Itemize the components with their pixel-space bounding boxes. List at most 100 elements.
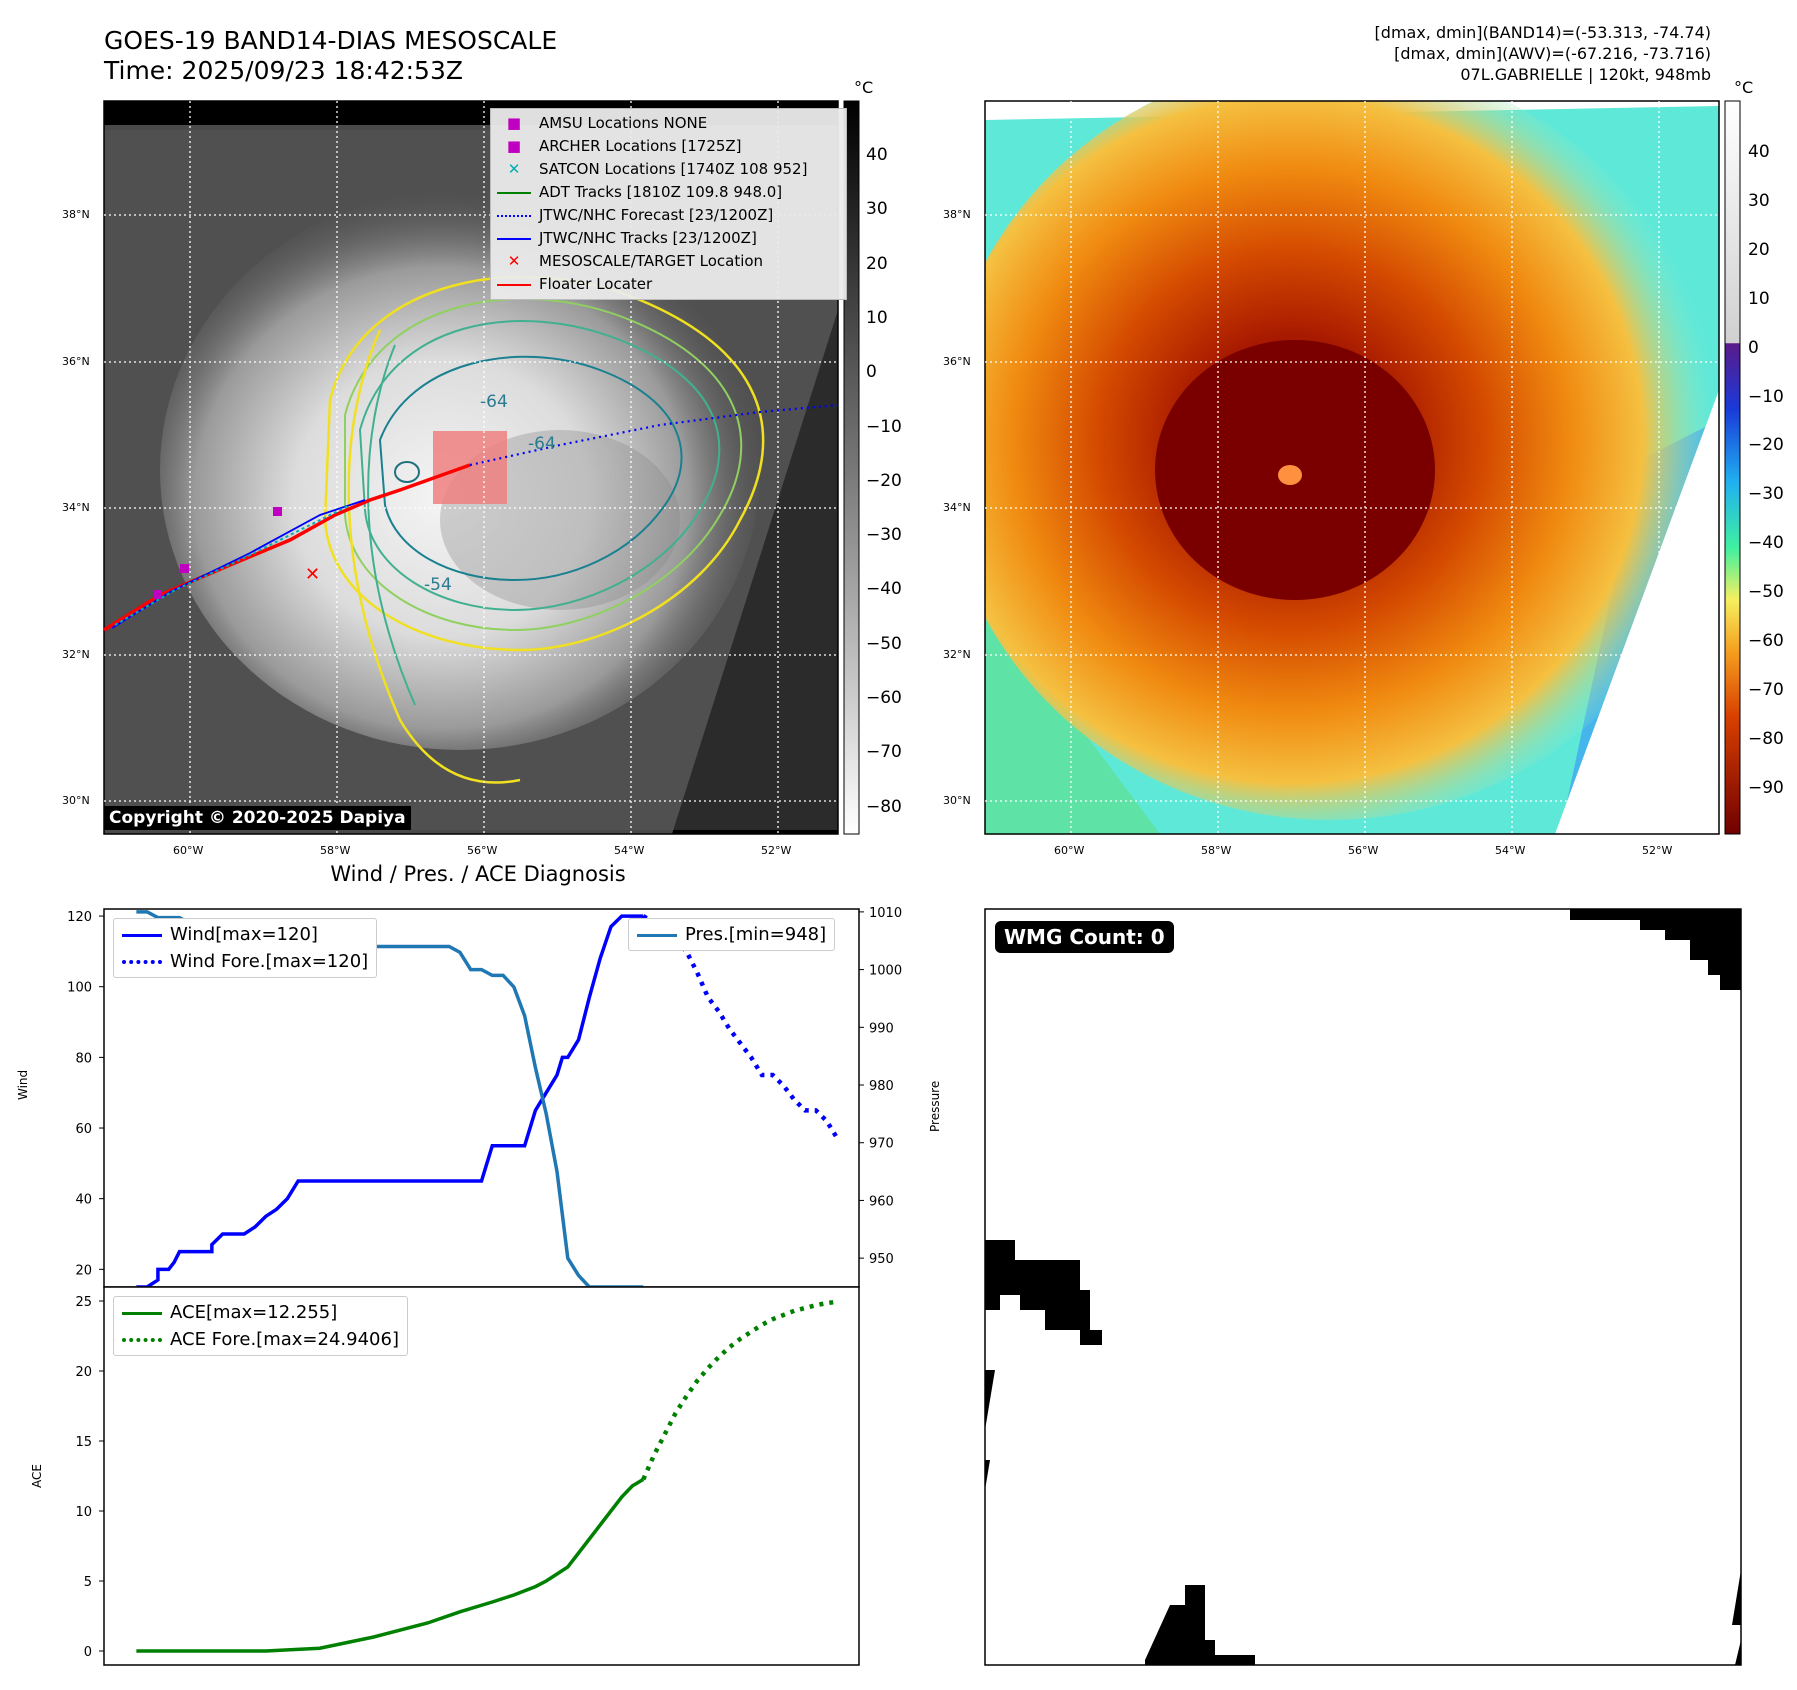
right-gridlines (985, 101, 1719, 834)
left-colorbar-tick: −10 (866, 416, 902, 437)
ace-legend: ACE[max=12.255] ACE Fore.[max=24.9406] (113, 1296, 408, 1356)
legend-symbol: ■ (506, 114, 522, 132)
right-lat-label: 32°N (943, 648, 971, 661)
left-lat-label: 30°N (62, 794, 90, 807)
right-colorbar-tick: 0 (1748, 337, 1759, 358)
wv-image (985, 101, 1719, 834)
legend-entry: ■ AMSU Locations NONE (497, 112, 840, 135)
wind-fore-legend-label: Wind Fore.[max=120] (170, 951, 369, 972)
y-tick-label: 15 (75, 1435, 92, 1450)
legend-label: JTWC/NHC Forecast [23/1200Z] (539, 206, 774, 224)
y-tick-label: 0 (84, 1645, 92, 1660)
ace-plot: 0 5 10 15 20 25 (75, 1295, 838, 1660)
y-tick-label: 120 (67, 910, 92, 925)
left-colorbar-unit: °C (854, 78, 874, 97)
right-colorbar-tick: 40 (1748, 142, 1770, 162)
ace-ylabel: ACE (30, 1464, 44, 1488)
right-lat-label: 38°N (943, 208, 971, 221)
left-lat-label: 38°N (62, 208, 90, 221)
legend-symbol: ✕ (507, 252, 521, 270)
legend-symbol: ■ (506, 137, 522, 155)
legend-entry: ■ ARCHER Locations [1725Z] (497, 135, 840, 158)
y2-tick-label: 1010 (869, 906, 902, 921)
wmg-count-badge: WMG Count: 0 (995, 921, 1174, 953)
right-colorbar-tick: −80 (1748, 728, 1784, 749)
y-tick-label: 60 (75, 1122, 92, 1137)
right-colorbar (1724, 100, 1741, 835)
left-colorbar-tick: −40 (866, 579, 902, 600)
wmg-blobs (985, 909, 1741, 1665)
right-lon-label: 52°W (1642, 844, 1673, 857)
legend-label: ADT Tracks [1810Z 109.8 948.0] (539, 183, 783, 201)
left-colorbar-tick: 20 (866, 253, 888, 274)
left-lat-label: 32°N (62, 648, 90, 661)
info-awv: [dmax, dmin](AWV)=(-67.216, -73.716) (1394, 44, 1711, 63)
pressure-ylabel: Pressure (928, 1080, 942, 1132)
y-tick-label: 20 (75, 1263, 92, 1278)
right-colorbar-tick: −50 (1748, 582, 1784, 603)
series-line (641, 1299, 838, 1481)
series-line (136, 1477, 645, 1653)
left-colorbar-tick: 10 (866, 307, 888, 328)
info-band14: [dmax, dmin](BAND14)=(-53.313, -74.74) (1374, 23, 1711, 42)
y-tick-label: 10 (75, 1505, 92, 1520)
left-lat-label: 36°N (62, 355, 90, 368)
legend-entry: ✕ MESOSCALE/TARGET Location (497, 250, 840, 273)
wind-pres-plot: 20 40 60 80 100 120 950 960 970 980 990 1000 1010 (67, 906, 902, 1289)
legend-label: Floater Locater (539, 275, 653, 293)
pres-legend: Pres.[min=948] (628, 918, 836, 951)
right-lat-label: 36°N (943, 355, 971, 368)
legend-symbol: ✕ (507, 160, 521, 178)
legend-label: AMSU Locations NONE (539, 114, 708, 132)
legend-label: ARCHER Locations [1725Z] (539, 137, 742, 155)
y-tick-label: 5 (84, 1575, 92, 1590)
right-colorbar-unit: °C (1734, 78, 1754, 97)
figure-title: GOES-19 BAND14-DIAS MESOSCALE (104, 26, 558, 55)
right-colorbar-tick: −30 (1748, 484, 1784, 505)
right-colorbar-tick: 30 (1748, 190, 1770, 211)
left-colorbar-tick: 0 (866, 362, 877, 383)
right-lon-label: 54°W (1495, 844, 1526, 857)
diagnosis-title: Wind / Pres. / ACE Diagnosis (330, 862, 626, 886)
legend-symbol (497, 237, 531, 240)
wind-legend-label: Wind[max=120] (170, 924, 318, 945)
left-colorbar-tick: −70 (866, 742, 902, 763)
contour-label-2: -64 (528, 434, 556, 454)
contour-label-3: -54 (424, 575, 452, 595)
right-lon-label: 58°W (1201, 844, 1232, 857)
y2-tick-label: 1000 (869, 964, 902, 979)
map-legend: ■ AMSU Locations NONE ■ ARCHER Locations [1… (490, 108, 847, 300)
right-colorbar-tick: 10 (1748, 288, 1770, 309)
legend-entry: JTWC/NHC Forecast [23/1200Z] (497, 204, 840, 227)
legend-entry: ADT Tracks [1810Z 109.8 948.0] (497, 181, 840, 204)
figure-time: Time: 2025/09/23 18:42:53Z (104, 56, 463, 85)
left-colorbar-tick: −80 (866, 796, 902, 817)
svg-text:✕: ✕ (305, 564, 320, 585)
left-colorbar-tick: −50 (866, 633, 902, 654)
right-colorbar-tick: −60 (1748, 631, 1784, 651)
left-lon-label: 60°W (173, 844, 204, 857)
y-tick-label: 25 (75, 1295, 92, 1310)
right-lat-label: 34°N (943, 501, 971, 514)
left-colorbar (843, 100, 860, 835)
left-lon-label: 58°W (320, 844, 351, 857)
y-tick-label: 20 (75, 1365, 92, 1380)
wind-ylabel: Wind (16, 1069, 30, 1100)
legend-symbol (497, 191, 531, 194)
info-block: [dmax, dmin](BAND14)=(-53.313, -74.74) [… (1375, 22, 1711, 85)
left-colorbar-tick: 40 (866, 145, 888, 165)
ace-legend-label: ACE[max=12.255] (170, 1302, 338, 1323)
y2-tick-label: 970 (869, 1137, 894, 1152)
wind-legend: Wind[max=120] Wind Fore.[max=120] (113, 918, 378, 978)
legend-symbol (497, 214, 531, 217)
right-colorbar-tick: 20 (1748, 239, 1770, 260)
left-lon-label: 52°W (761, 844, 792, 857)
left-lon-label: 54°W (614, 844, 645, 857)
y2-tick-label: 950 (869, 1252, 894, 1267)
legend-entry: Floater Locater (497, 273, 840, 296)
wmg-panel (984, 908, 1742, 1666)
legend-entry: JTWC/NHC Tracks [23/1200Z] (497, 227, 840, 250)
right-colorbar-tick: −90 (1748, 777, 1784, 798)
legend-label: JTWC/NHC Tracks [23/1200Z] (539, 229, 757, 247)
